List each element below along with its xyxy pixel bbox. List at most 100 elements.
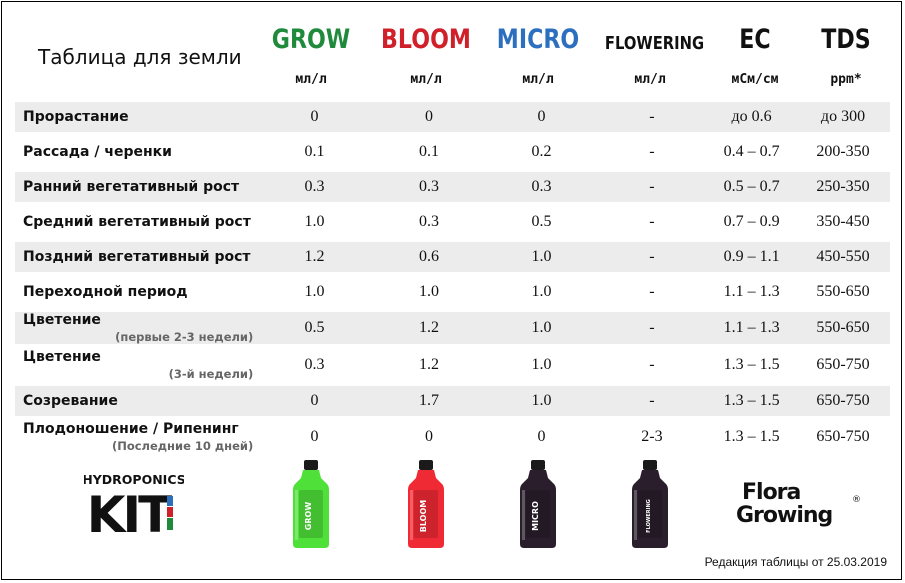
table-row: Переходной период 1.0 1.0 1.0 - 1.1 – 1.3 550-… bbox=[15, 277, 890, 307]
col-header-grow: GROW bbox=[271, 24, 351, 55]
cell-flowering: - bbox=[596, 102, 708, 132]
cell-grow: 0 bbox=[310, 428, 319, 445]
row-stage-label: Плодоношение / Рипенинг (Последние 10 дне… bbox=[15, 421, 257, 453]
cell-flowering: - bbox=[649, 213, 655, 230]
col-header-tds: TDS bbox=[821, 24, 871, 55]
unit-flowering: мл/л bbox=[634, 72, 666, 87]
bottle-label: FLOWERING bbox=[646, 499, 652, 533]
bottle-label: GROW bbox=[304, 502, 313, 531]
cell-bloom: 1.2 bbox=[418, 356, 439, 373]
cell-tds: 650-750 bbox=[796, 386, 890, 416]
cell-micro: 0.3 bbox=[486, 172, 597, 202]
hydroponics-kit-logo: HYDROPONICS KIT bbox=[84, 472, 184, 540]
cell-micro: 1.0 bbox=[486, 386, 597, 416]
cell-bloom: 0.3 bbox=[418, 213, 439, 230]
row-stage-label: Поздний вегетативный рост bbox=[15, 242, 258, 272]
cell-ec: 0.9 – 1.1 bbox=[707, 242, 796, 272]
flora-logo-registered: ® bbox=[852, 495, 861, 505]
bottle-bloom-image: BLOOM bbox=[408, 460, 444, 548]
bottle-flowering-image: FLOWERING bbox=[632, 460, 668, 548]
table-row: Поздний вегетативный рост 1.2 0.6 1.0-0.9 –… bbox=[15, 242, 890, 272]
row-stage-label: Цветение (первые 2-3 недели) bbox=[15, 312, 258, 344]
stage-name: Прорастание bbox=[23, 109, 129, 125]
unit-bloom: мл/л bbox=[410, 72, 442, 87]
row-stage-label: Средний вегетативный рост bbox=[15, 207, 257, 237]
cell-flowering: - bbox=[596, 312, 708, 344]
cell-tds: 250-350 bbox=[796, 172, 890, 202]
cell-ec: 1.1 – 1.3 bbox=[707, 312, 796, 344]
cell-bloom: 1.7 bbox=[371, 386, 487, 416]
cell-tds: 200-350 bbox=[816, 143, 870, 160]
kit-logo-top-text: HYDROPONICS bbox=[84, 472, 184, 487]
col-header-micro: MICRO bbox=[496, 24, 580, 55]
cell-tds: 550-650 bbox=[816, 283, 870, 300]
cell-flowering: - bbox=[596, 242, 708, 272]
cell-micro: 1.0 bbox=[486, 312, 597, 344]
table-row: Цветение (первые 2-3 недели) 0.5 1.2 1.0-1.1… bbox=[15, 312, 890, 344]
stage-name: Созревание bbox=[23, 393, 118, 409]
stage-name: Цветение bbox=[23, 349, 101, 365]
bottle-micro-image: MICRO bbox=[520, 460, 556, 548]
flora-logo-line2: Growing bbox=[736, 503, 832, 528]
cell-micro: 0 bbox=[537, 428, 546, 445]
row-stage-label: Цветение (3-й недели) bbox=[15, 349, 257, 381]
cell-micro: 1.0 bbox=[531, 356, 552, 373]
cell-ec: до 0.6 bbox=[707, 102, 796, 132]
table-row: Созревание 0 1.7 1.0-1.3 – 1.5 650-750 bbox=[15, 386, 890, 416]
bottle-label: BLOOM bbox=[419, 500, 428, 533]
feeding-table: Прорастание 0 0 0- до 0.6 до 300 Рассада / чер… bbox=[15, 97, 890, 458]
cell-micro: 0 bbox=[486, 102, 597, 132]
cell-micro: 1.0 bbox=[486, 242, 597, 272]
cell-tds: 650-750 bbox=[816, 356, 870, 373]
flora-growing-logo: Flora Growing ® bbox=[736, 480, 861, 528]
cell-micro: 0.2 bbox=[531, 143, 552, 160]
cell-grow: 1.2 bbox=[257, 242, 372, 272]
stage-note: (Последние 10 дней) bbox=[111, 439, 254, 453]
cell-ec: 0.4 – 0.7 bbox=[723, 143, 780, 160]
bottle-grow-image: GROW bbox=[293, 460, 329, 548]
cell-tds: до 300 bbox=[796, 102, 890, 132]
revision-note: Редакция таблицы от 25.03.2019 bbox=[704, 555, 887, 569]
stage-name: Плодоношение / Рипенинг bbox=[23, 421, 239, 437]
cell-ec: 1.3 – 1.5 bbox=[723, 428, 780, 445]
unit-tds: ppm* bbox=[830, 72, 862, 87]
col-header-bloom: BLOOM bbox=[381, 24, 471, 55]
cell-bloom: 0.3 bbox=[371, 172, 487, 202]
stage-name: Средний вегетативный рост bbox=[23, 214, 251, 230]
cell-tds: 650-750 bbox=[816, 428, 870, 445]
cell-micro: 0.5 bbox=[531, 213, 552, 230]
cell-tds: 550-650 bbox=[796, 312, 890, 344]
table-row: Средний вегетативный рост 1.0 0.3 0.5 - 0.7 –… bbox=[15, 207, 890, 237]
flora-logo-line1: Flora bbox=[742, 480, 801, 505]
cell-grow: 0 bbox=[257, 386, 372, 416]
stage-name: Ранний вегетативный рост bbox=[23, 179, 240, 195]
stage-note: (3-й недели) bbox=[168, 367, 254, 381]
cell-grow: 1.0 bbox=[304, 213, 325, 230]
cell-flowering: - bbox=[649, 143, 655, 160]
cell-ec: 1.3 – 1.5 bbox=[723, 356, 780, 373]
unit-micro: мл/л bbox=[522, 72, 554, 87]
cell-grow: 0.3 bbox=[257, 172, 372, 202]
table-row: Цветение (3-й недели) 0.3 1.2 1.0 - 1.3 – 1.5 6… bbox=[15, 349, 890, 381]
row-stage-label: Рассада / черенки bbox=[15, 137, 257, 167]
cell-grow: 1.0 bbox=[304, 283, 325, 300]
table-title: Таблица для земли bbox=[38, 45, 242, 69]
stage-name: Рассада / черенки bbox=[23, 144, 172, 160]
cell-grow: 0.1 bbox=[304, 143, 325, 160]
cell-bloom: 0.6 bbox=[371, 242, 487, 272]
cell-bloom: 0 bbox=[424, 428, 433, 445]
cell-ec: 0.7 – 0.9 bbox=[723, 213, 780, 230]
row-stage-label: Созревание bbox=[15, 386, 258, 416]
stage-name: Цветение bbox=[23, 312, 101, 328]
table-row: Плодоношение / Рипенинг (Последние 10 дне… bbox=[15, 421, 890, 453]
kit-logo-main-text: KIT bbox=[87, 486, 172, 540]
stage-note: (первые 2-3 недели) bbox=[115, 330, 254, 344]
row-stage-label: Прорастание bbox=[15, 102, 258, 132]
cell-ec: 1.1 – 1.3 bbox=[723, 283, 780, 300]
cell-grow: 0.3 bbox=[304, 356, 325, 373]
cell-tds: 450-550 bbox=[796, 242, 890, 272]
col-header-ec: EC bbox=[739, 24, 771, 55]
cell-bloom: 0.1 bbox=[418, 143, 439, 160]
unit-grow: мл/л bbox=[295, 72, 327, 87]
